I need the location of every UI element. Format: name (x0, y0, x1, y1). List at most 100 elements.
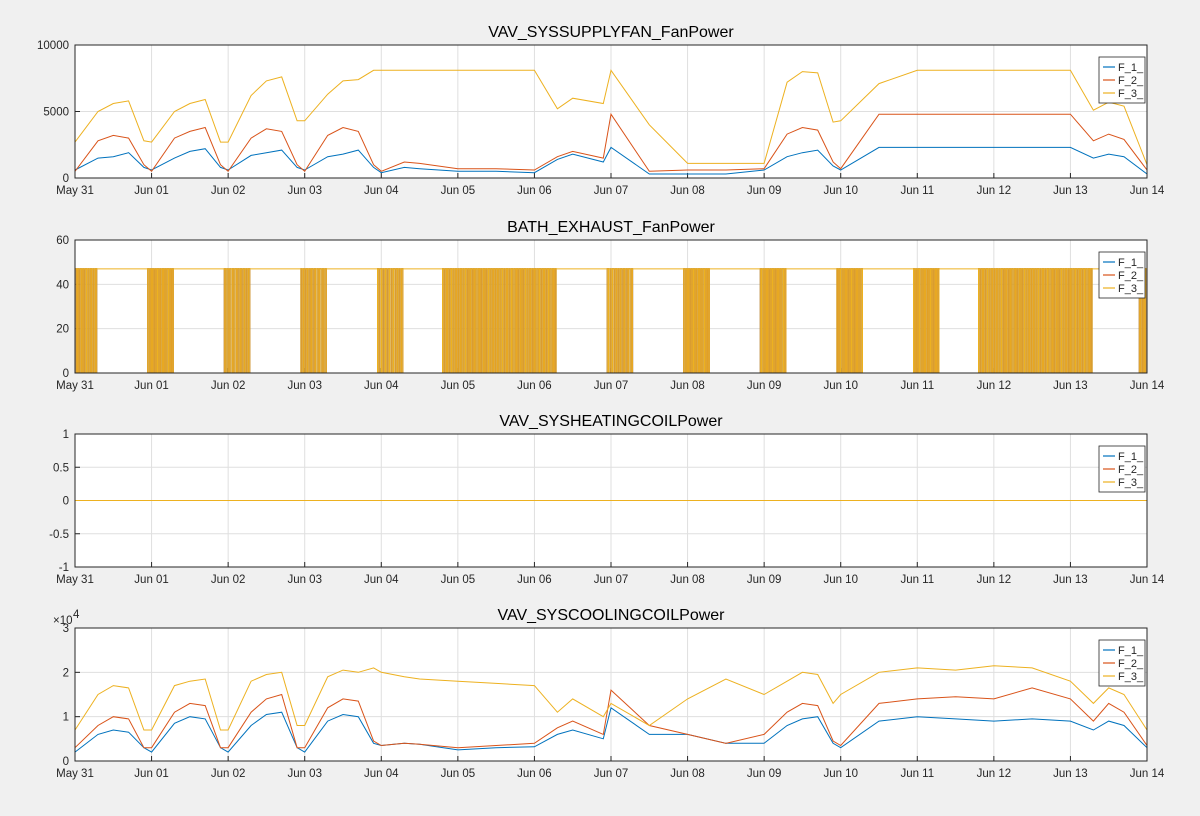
x-tick-label: Jun 02 (211, 380, 246, 392)
x-tick-label: Jun 13 (1053, 574, 1088, 586)
legend-label: F_3_ (1118, 671, 1144, 683)
y-exponent-power: 4 (73, 609, 80, 621)
chart-title: VAV_SYSHEATINGCOILPower (499, 413, 723, 430)
x-tick-label: Jun 10 (823, 185, 858, 197)
x-tick-label: Jun 07 (594, 185, 629, 197)
x-tick-label: May 31 (56, 185, 94, 197)
plot-area (75, 69, 1147, 175)
x-tick-label: Jun 12 (977, 574, 1012, 586)
x-tick-label: Jun 04 (364, 185, 399, 197)
x-tick-label: Jun 10 (823, 574, 858, 586)
legend-label: F_2_ (1118, 75, 1144, 87)
x-tick-label: Jun 14 (1130, 185, 1165, 197)
x-tick-label: Jun 05 (441, 768, 476, 780)
x-tick-label: Jun 05 (441, 380, 476, 392)
y-tick-label: 0 (63, 756, 69, 768)
x-tick-label: Jun 02 (211, 768, 246, 780)
plot-area (75, 665, 1147, 753)
y-tick-label: 3 (63, 623, 69, 635)
x-tick-label: Jun 13 (1053, 185, 1088, 197)
legend-label: F_1_ (1118, 645, 1144, 657)
x-tick-label: Jun 04 (364, 380, 399, 392)
axes-box (74, 627, 1148, 762)
x-tick-label: Jun 11 (900, 380, 934, 392)
x-tick-label: Jun 05 (441, 574, 476, 586)
x-tick-label: Jun 12 (977, 380, 1012, 392)
y-tick-label: 0 (63, 173, 69, 185)
subplot-bath-exhaust-fan-power: BATH_EXHAUST_FanPower May 31 Jun 01 Jun 02 J… (56, 219, 1165, 392)
legend-label: F_1_ (1118, 451, 1144, 463)
subplot-supply-fan-power: VAV_SYSSUPPLYFAN_FanPower May 31 Jun 01 Jun… (37, 24, 1165, 197)
legend-label: F_2_ (1118, 270, 1144, 282)
legend-label: F_1_ (1118, 62, 1144, 74)
y-tick-label: 0.5 (53, 462, 69, 474)
x-tick-label: Jun 09 (747, 380, 782, 392)
x-tick-label: Jun 05 (441, 185, 476, 197)
series-line-F_1_ (75, 146, 1147, 175)
legend-label: F_3_ (1118, 88, 1144, 100)
x-tick-label: Jun 10 (823, 768, 858, 780)
y-tick-label: 2 (63, 667, 69, 679)
legend-label: F_1_ (1118, 257, 1144, 269)
x-tick-label: Jun 14 (1130, 574, 1165, 586)
x-tick-label: Jun 03 (287, 574, 322, 586)
x-tick-label: Jun 01 (134, 380, 169, 392)
y-exponent-label: ×10 (53, 615, 73, 627)
x-tick-label: Jun 07 (594, 768, 629, 780)
y-tick-label: 5000 (43, 107, 69, 119)
x-tick-label: Jun 12 (977, 185, 1012, 197)
x-tick-label: May 31 (56, 574, 94, 586)
y-tick-label: 40 (56, 279, 69, 291)
series-line-F_2_ (75, 112, 1147, 173)
x-tick-label: Jun 08 (670, 574, 705, 586)
x-tick-label: Jun 11 (900, 768, 934, 780)
y-tick-label: 0 (63, 368, 69, 380)
x-tick-label: Jun 01 (134, 768, 169, 780)
x-tick-label: Jun 09 (747, 574, 782, 586)
x-tick-label: Jun 13 (1053, 768, 1088, 780)
x-tick-label: Jun 08 (670, 185, 705, 197)
axes-box (74, 239, 1148, 374)
legend-label: F_2_ (1118, 464, 1144, 476)
plot-area (75, 268, 1147, 373)
x-tick-label: Jun 01 (134, 185, 169, 197)
y-tick-label: 20 (56, 324, 69, 336)
x-tick-label: May 31 (56, 380, 94, 392)
axes-box (74, 44, 1148, 179)
x-tick-label: May 31 (56, 768, 94, 780)
x-tick-label: Jun 08 (670, 380, 705, 392)
x-tick-label: Jun 03 (287, 768, 322, 780)
y-tick-label: -1 (59, 562, 69, 574)
chart-title: VAV_SYSSUPPLYFAN_FanPower (488, 24, 734, 41)
series-line-F_1_ (75, 706, 1147, 753)
legend-label: F_2_ (1118, 658, 1144, 670)
series-line-F_3_ (75, 665, 1147, 731)
series-line-F_3_ (75, 69, 1147, 165)
y-tick-label: 10000 (37, 40, 69, 52)
chart-title: VAV_SYSCOOLINGCOILPower (497, 607, 725, 624)
x-tick-label: Jun 14 (1130, 380, 1165, 392)
x-tick-label: Jun 10 (823, 380, 858, 392)
legend-label: F_3_ (1118, 283, 1144, 295)
x-tick-label: Jun 02 (211, 185, 246, 197)
x-tick-label: Jun 14 (1130, 768, 1165, 780)
y-tick-label: 1 (63, 712, 69, 724)
series-line-F_2_ (75, 687, 1147, 749)
y-tick-label: 1 (63, 429, 69, 441)
y-tick-label: -0.5 (49, 529, 69, 541)
chart-title: BATH_EXHAUST_FanPower (507, 219, 715, 236)
x-tick-label: Jun 06 (517, 380, 552, 392)
subplot-heating-coil-power: VAV_SYSHEATINGCOILPower May 31 Jun 01 Jun 0… (49, 413, 1165, 586)
x-tick-label: Jun 04 (364, 574, 399, 586)
x-tick-label: Jun 04 (364, 768, 399, 780)
x-tick-label: Jun 02 (211, 574, 246, 586)
x-tick-label: Jun 01 (134, 574, 169, 586)
legend-label: F_3_ (1118, 477, 1144, 489)
x-tick-label: Jun 08 (670, 768, 705, 780)
x-tick-label: Jun 12 (977, 768, 1012, 780)
x-tick-label: Jun 09 (747, 768, 782, 780)
x-tick-label: Jun 06 (517, 768, 552, 780)
x-tick-label: Jun 06 (517, 185, 552, 197)
x-tick-label: Jun 07 (594, 380, 629, 392)
